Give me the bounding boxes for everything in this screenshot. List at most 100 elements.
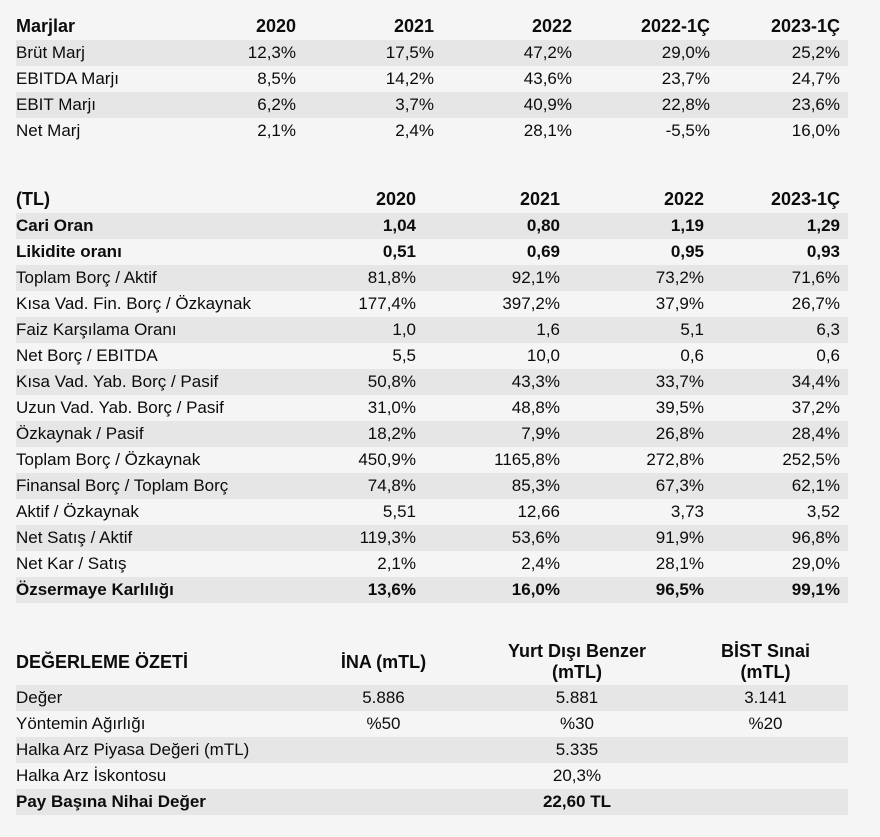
row-label: Net Borç / EBITDA (16, 346, 158, 365)
table-cell: 92,1% (416, 265, 560, 291)
col-header-2020: 2020 (255, 15, 296, 36)
row-label: Halka Arz İskontosu (16, 766, 167, 785)
valuation-table: DEĞERLEME ÖZETİ İNA (mTL) Yurt Dışı Benz… (16, 639, 848, 815)
table-cell: 39,5% (655, 398, 704, 417)
table-cell: 12,66 (517, 502, 560, 521)
table-cell: 2,4% (521, 554, 560, 573)
ratios-table: (TL) 2020 2021 2022 2023-1Ç Cari Oran 1,… (16, 185, 848, 603)
table-cell: 28,4% (704, 421, 848, 447)
table-row: EBITDA Marjı 8,5% 14,2% 43,6% 23,7% 24,7… (16, 66, 848, 92)
table-row: Net Borç / EBITDA 5,5 10,0 0,6 0,6 (16, 343, 848, 369)
row-label: Pay Başına Nihai Değer (16, 789, 296, 815)
row-label: Likidite oranı (16, 242, 122, 261)
table-cell: 29,0% (572, 40, 710, 66)
table-cell: 252,5% (782, 450, 840, 469)
table-row: Kısa Vad. Fin. Borç / Özkaynak 177,4% 39… (16, 291, 848, 317)
table-cell: 0,80 (416, 213, 560, 239)
table-row: Aktif / Özkaynak 5,51 12,66 3,73 3,52 (16, 499, 848, 525)
col-header-2020: 2020 (375, 188, 416, 209)
table-cell: 25,2% (710, 40, 848, 66)
table-row: Özkaynak / Pasif 18,2% 7,9% 26,8% 28,4% (16, 421, 848, 447)
table-cell: 71,6% (704, 265, 848, 291)
header-line2: (mTL) (740, 662, 791, 682)
table-cell: 47,2% (434, 40, 572, 66)
table-cell: 99,1% (704, 577, 848, 603)
table-row: Halka Arz İskontosu 20,3% (16, 763, 848, 789)
table-cell: -5,5% (665, 121, 710, 140)
table-row: Net Marj 2,1% 2,4% 28,1% -5,5% 16,0% (16, 118, 848, 144)
table-row: Halka Arz Piyasa Değeri (mTL) 5.335 (16, 737, 848, 763)
table-cell: 14,2% (385, 69, 434, 88)
table-cell: %30 (559, 714, 595, 733)
table-row: Yöntemin Ağırlığı %50 %30 %20 (16, 711, 848, 737)
table-cell: 31,0% (367, 398, 416, 417)
table-row: Cari Oran 1,04 0,80 1,19 1,29 (16, 213, 848, 239)
table-cell: 1,19 (560, 213, 704, 239)
table-cell: 91,9% (560, 525, 704, 551)
table-cell: 37,9% (655, 294, 704, 313)
table-cell (683, 763, 848, 789)
table-cell: 5,5 (392, 346, 416, 365)
table-cell (683, 737, 848, 763)
row-label: Toplam Borç / Özkaynak (16, 450, 201, 469)
table-cell: 1,29 (704, 213, 848, 239)
col-header-2023-q1: 2023-1Ç (770, 188, 840, 209)
table-cell: 12,3% (158, 40, 296, 66)
table-cell: 34,4% (704, 369, 848, 395)
table-cell: 62,1% (704, 473, 848, 499)
table-cell: 18,2% (272, 421, 416, 447)
margins-table: Marjlar 2020 2021 2022 2022-1Ç 2023-1Ç B… (16, 12, 848, 144)
table-row: Özsermaye Karlılığı 13,6% 16,0% 96,5% 99… (16, 577, 848, 603)
table-cell (296, 763, 471, 789)
row-label: Özsermaye Karlılığı (16, 577, 272, 603)
table-cell: 24,7% (791, 69, 840, 88)
col-header-2022: 2022 (531, 15, 572, 36)
table-cell: 85,3% (416, 473, 560, 499)
table-cell: 2,1% (257, 121, 296, 140)
table-cell: 20,3% (552, 766, 602, 785)
header-line1: İNA (mTL) (340, 651, 427, 672)
ratios-header-row: (TL) 2020 2021 2022 2023-1Ç (16, 185, 848, 213)
header-line1: Yurt Dışı Benzer (507, 641, 647, 661)
table-cell: 74,8% (272, 473, 416, 499)
table-row: Toplam Borç / Aktif 81,8% 92,1% 73,2% 71… (16, 265, 848, 291)
table-row: Toplam Borç / Özkaynak 450,9% 1165,8% 27… (16, 447, 848, 473)
row-label: Kısa Vad. Yab. Borç / Pasif (16, 369, 272, 395)
table-cell (683, 789, 848, 815)
table-cell: 0,69 (526, 242, 560, 261)
valuation-title: DEĞERLEME ÖZETİ (16, 639, 296, 685)
table-row: Net Kar / Satış 2,1% 2,4% 28,1% 29,0% (16, 551, 848, 577)
table-cell: 43,6% (523, 69, 572, 88)
margins-header-row: Marjlar 2020 2021 2022 2022-1Ç 2023-1Ç (16, 12, 848, 40)
table-cell: %20 (748, 714, 783, 733)
table-cell: 40,9% (434, 92, 572, 118)
table-row: EBIT Marjı 6,2% 3,7% 40,9% 22,8% 23,6% (16, 92, 848, 118)
row-label: Net Satış / Aktif (16, 525, 272, 551)
table-cell: 13,6% (272, 577, 416, 603)
table-cell: 16,0% (791, 121, 840, 140)
col-header-ina: İNA (mTL) (296, 639, 471, 685)
table-cell: 67,3% (560, 473, 704, 499)
table-cell: 23,6% (710, 92, 848, 118)
table-cell: 6,3 (704, 317, 848, 343)
table-cell: 3,7% (296, 92, 434, 118)
row-label: Finansal Borç / Toplam Borç (16, 473, 272, 499)
table-cell: 5.335 (471, 737, 683, 763)
table-cell: 1165,8% (494, 450, 560, 469)
table-cell: 22,60 TL (471, 789, 683, 815)
table-cell: 2,1% (377, 554, 416, 573)
table-cell: 5.886 (296, 685, 471, 711)
table-cell: 3.141 (683, 685, 848, 711)
table-cell: 48,8% (511, 398, 560, 417)
ratios-title: (TL) (16, 188, 50, 209)
table-cell: 3,52 (806, 502, 840, 521)
row-label: EBITDA Marjı (16, 69, 119, 88)
row-label: Özkaynak / Pasif (16, 421, 272, 447)
table-cell: 29,0% (791, 554, 840, 573)
col-header-2021: 2021 (519, 188, 560, 209)
table-cell: 8,5% (257, 69, 296, 88)
row-label: Net Kar / Satış (16, 554, 127, 573)
row-label: Aktif / Özkaynak (16, 502, 139, 521)
col-header-2022-q1: 2022-1Ç (640, 15, 710, 36)
table-row: Uzun Vad. Yab. Borç / Pasif 31,0% 48,8% … (16, 395, 848, 421)
